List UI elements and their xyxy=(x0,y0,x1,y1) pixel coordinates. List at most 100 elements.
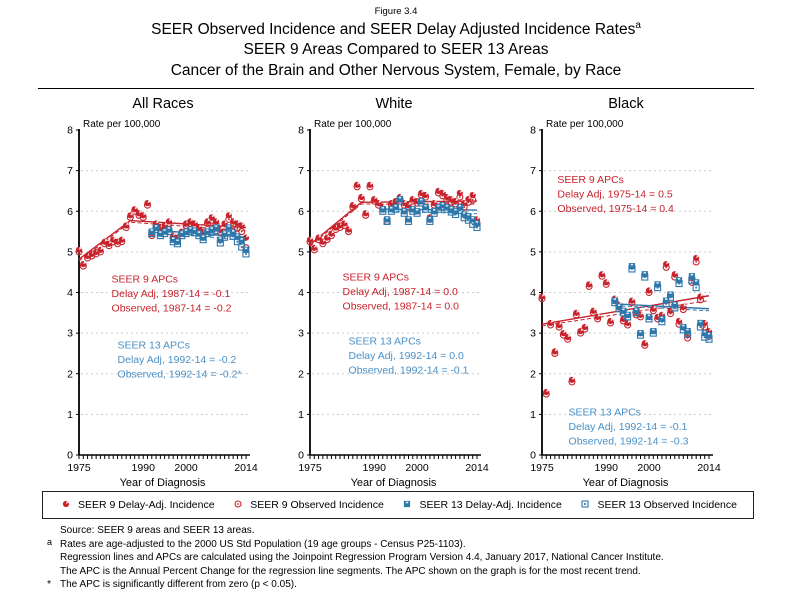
marker-highlight xyxy=(709,328,712,332)
marker-highlight xyxy=(696,254,700,258)
marker-highlight xyxy=(679,317,682,321)
data-point-filled-square xyxy=(230,229,237,236)
marker-highlight xyxy=(694,280,698,282)
marker-highlight xyxy=(130,212,134,216)
marker-highlight xyxy=(451,196,455,200)
apc-annotation-line: Observed, 1992-14 = -0.1 xyxy=(349,365,469,377)
marker-highlight xyxy=(652,328,655,331)
trend-line xyxy=(309,203,477,247)
data-point-filled-square xyxy=(697,319,704,327)
marker-highlight xyxy=(207,218,211,222)
marker-highlight xyxy=(467,213,470,216)
marker-highlight xyxy=(635,308,638,311)
y-axis-title: Rate per 100,000 xyxy=(83,119,161,130)
y-tick-label: 5 xyxy=(67,246,73,258)
marker-highlight xyxy=(79,246,82,250)
marker-highlight xyxy=(193,228,196,231)
y-tick-label: 2 xyxy=(530,368,536,380)
data-point-filled-square xyxy=(641,271,648,278)
data-point-filled-square xyxy=(435,204,442,211)
apc-annotation-seer9: SEER 9 APCs Delay Adj, 1987-14 = -0.1 Obse… xyxy=(112,273,232,314)
marker-highlight xyxy=(441,202,444,205)
data-point-filled-square xyxy=(187,226,194,233)
y-tick-label: 4 xyxy=(530,287,536,299)
x-tick-label: 1990 xyxy=(363,462,387,474)
apc-annotation-line: Delay Adj, 1987-14 = 0.0 xyxy=(343,286,458,298)
data-point-filled-square xyxy=(409,206,416,213)
marker-highlight xyxy=(240,238,243,240)
marker-dot xyxy=(227,218,230,221)
y-tick-label: 1 xyxy=(67,409,73,421)
marker-highlight xyxy=(385,217,389,219)
marker-highlight xyxy=(322,238,326,242)
legend-label: SEER 13 Observed Incidence xyxy=(597,499,737,511)
data-point-filled-square xyxy=(465,213,472,220)
data-point-filled-square xyxy=(675,277,683,284)
marker-highlight xyxy=(198,224,202,228)
marker-highlight xyxy=(228,212,232,216)
x-tick-label: 1975 xyxy=(530,462,554,474)
data-point-filled-square xyxy=(178,230,185,237)
marker-highlight xyxy=(415,208,419,211)
data-point-filled-square xyxy=(405,216,412,223)
marker-highlight xyxy=(644,340,648,344)
data-point-filled-square xyxy=(452,208,459,215)
marker-highlight xyxy=(640,311,644,315)
marker-highlight xyxy=(210,227,213,229)
axes: 0 1 2 3 4 5 6 7 8 1975 1990 2000 2014 Year of Diagnos… xyxy=(67,119,258,489)
marker-dot xyxy=(471,198,474,201)
marker-highlight xyxy=(563,330,567,334)
marker-highlight xyxy=(180,231,183,233)
marker-highlight xyxy=(472,192,476,195)
data-point-filled-square xyxy=(379,206,386,213)
marker-highlight xyxy=(613,298,616,300)
marker-highlight xyxy=(597,313,601,317)
trend-line xyxy=(614,305,710,312)
apc-annotation-line: Observed, 1975-14 = 0.4 xyxy=(557,203,674,215)
marker-highlight xyxy=(237,220,241,224)
y-tick-label: 7 xyxy=(298,165,304,177)
data-point-filled-square xyxy=(165,226,173,233)
marker-highlight xyxy=(438,187,442,191)
marker-highlight xyxy=(365,210,369,214)
marker-dot xyxy=(240,246,243,248)
footnote-apc: The APC is the Annual Percent Change for… xyxy=(38,565,778,579)
marker-highlight xyxy=(468,196,472,200)
data-point-filled-square xyxy=(404,500,411,507)
y-tick-label: 7 xyxy=(67,165,73,177)
data-point-filled-square xyxy=(426,216,433,223)
legend-item-seer13-delay: SEER 13 Delay-Adj. Incidence xyxy=(400,498,562,513)
marker-dot xyxy=(463,206,466,209)
data-point-filled-square xyxy=(422,204,429,211)
data-point-filled-square xyxy=(461,211,468,218)
apc-annotation-line: SEER 9 APCs xyxy=(557,174,624,186)
marker-highlight xyxy=(610,317,614,321)
marker-dot xyxy=(703,326,706,328)
marker-highlight xyxy=(606,279,610,283)
marker-highlight xyxy=(156,220,159,224)
marker-dot xyxy=(463,216,466,219)
marker-highlight xyxy=(398,196,402,199)
data-point-filled-square xyxy=(152,224,160,231)
data-point-filled-square xyxy=(439,202,446,209)
marker-highlight xyxy=(445,204,449,207)
footnote-text: Source: SEER 9 areas and SEER 13 areas. xyxy=(60,525,255,536)
y-tick-label: 0 xyxy=(298,450,304,462)
data-point-filled-square xyxy=(615,303,623,310)
plot-all-races: 0 1 2 3 4 5 6 7 8 1975 1990 2000 2014 Year of Diagnos… xyxy=(67,119,258,489)
plot-white: 0 1 2 3 4 5 6 7 8 1975 1990 2000 2014 Year of Diagnos… xyxy=(298,119,489,489)
y-tick-label: 3 xyxy=(67,328,73,340)
marker-highlight xyxy=(369,181,373,185)
marker-highlight xyxy=(699,320,702,323)
marker-highlight xyxy=(656,282,659,284)
marker-highlight xyxy=(236,234,239,236)
marker-highlight xyxy=(571,376,575,380)
marker-dot xyxy=(695,261,698,263)
marker-dot xyxy=(237,502,240,505)
footnotes: Source: SEER 9 areas and SEER 13 areas. … xyxy=(38,524,778,592)
data-point-filled-square xyxy=(684,327,691,335)
marker-highlight xyxy=(404,200,408,204)
marker-highlight xyxy=(669,292,672,294)
apc-annotation-line: Delay Adj, 1992-14 = 0.0 xyxy=(349,350,464,362)
marker-highlight xyxy=(639,330,642,333)
